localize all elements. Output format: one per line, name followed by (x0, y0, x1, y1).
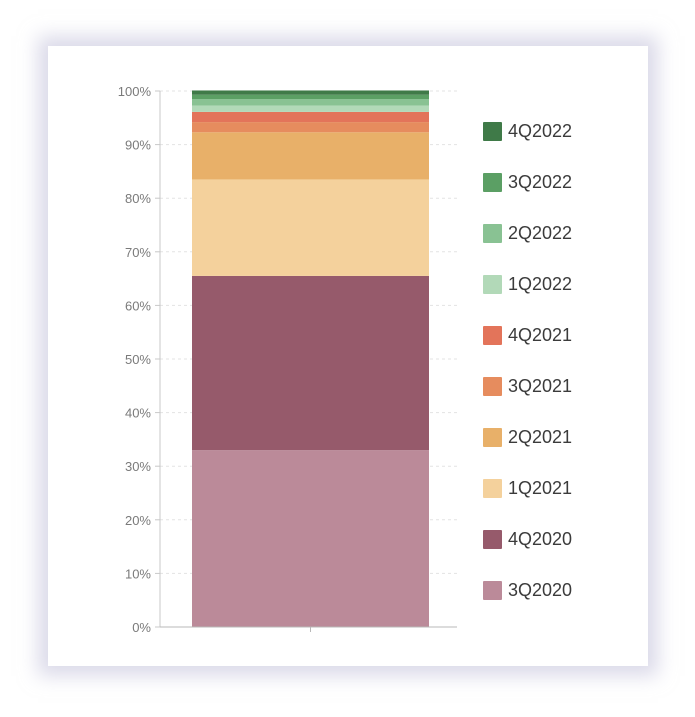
legend-label: 4Q2022 (508, 121, 573, 141)
legend-item: 3Q2022 (483, 157, 643, 208)
y-tick-label: 0% (132, 620, 151, 635)
legend-item: 3Q2021 (483, 361, 643, 412)
legend-swatch (483, 530, 502, 549)
y-tick-label: 30% (125, 459, 151, 474)
y-tick-label: 20% (125, 513, 151, 528)
legend-label: 2Q2022 (508, 223, 573, 243)
legend-label: 4Q2021 (508, 325, 573, 345)
legend-item: 2Q2021 (483, 412, 643, 463)
legend-label: 3Q2022 (508, 172, 573, 192)
legend-swatch (483, 173, 502, 192)
chart-card: 0% 10% 20% 30% 40% 50% 60% 70% 80% 90% 100% 4Q2022… (48, 46, 648, 666)
chart-legend: 4Q2022 3Q2022 2Q2022 1Q2022 4Q2021 3Q2021 2Q20… (483, 106, 643, 616)
legend-item: 4Q2021 (483, 310, 643, 361)
legend-swatch (483, 326, 502, 345)
stacked-bar-chart: 0% 10% 20% 30% 40% 50% 60% 70% 80% 90% 100% (118, 84, 457, 635)
legend-swatch (483, 581, 502, 600)
bar-segment-4Q2021 (192, 111, 429, 123)
legend-item: 3Q2020 (483, 565, 643, 616)
y-tick-label: 50% (125, 352, 151, 367)
legend-swatch (483, 377, 502, 396)
bar-segment-4Q2022 (192, 90, 429, 95)
y-tick-label: 90% (125, 138, 151, 153)
legend-item: 1Q2022 (483, 259, 643, 310)
bar-segment-3Q2021 (192, 122, 429, 133)
legend-item: 2Q2022 (483, 208, 643, 259)
bar-segment-3Q2022 (192, 94, 429, 100)
y-tick-label: 70% (125, 245, 151, 260)
y-tick-label: 40% (125, 406, 151, 421)
legend-label: 3Q2021 (508, 376, 573, 396)
bar-segment-3Q2020 (192, 450, 429, 627)
y-tick-label: 10% (125, 566, 151, 581)
legend-swatch (483, 224, 502, 243)
legend-swatch (483, 275, 502, 294)
bar-segment-4Q2020 (192, 275, 429, 451)
legend-item: 1Q2021 (483, 463, 643, 514)
y-tick-label: 80% (125, 191, 151, 206)
legend-item: 4Q2020 (483, 514, 643, 565)
legend-item: 4Q2022 (483, 106, 643, 157)
y-tick-label: 100% (118, 84, 152, 99)
legend-label: 3Q2020 (508, 580, 573, 600)
legend-label: 4Q2020 (508, 529, 573, 549)
legend-swatch (483, 428, 502, 447)
bar-segment-1Q2021 (192, 179, 429, 276)
bar-segment-1Q2022 (192, 105, 429, 112)
bar-segment-2Q2021 (192, 132, 429, 180)
y-tick-label: 60% (125, 298, 151, 313)
legend-label: 1Q2022 (508, 274, 573, 294)
legend-label: 1Q2021 (508, 478, 573, 498)
bar-segment-2Q2022 (192, 99, 429, 106)
legend-swatch (483, 122, 502, 141)
legend-label: 2Q2021 (508, 427, 573, 447)
legend-swatch (483, 479, 502, 498)
